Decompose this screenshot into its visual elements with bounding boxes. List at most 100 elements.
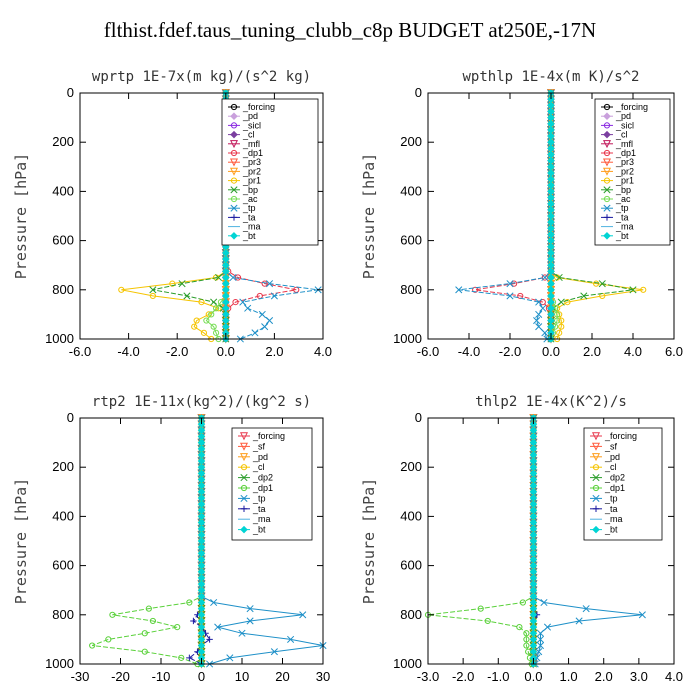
- x-tick-label: 4.0: [624, 344, 642, 359]
- data-point: [541, 273, 549, 282]
- y-tick-label: 800: [400, 282, 422, 297]
- legend-label: _pd: [604, 452, 620, 462]
- data-point: [232, 299, 239, 306]
- data-point: [536, 629, 545, 637]
- data-point: [210, 598, 218, 607]
- y-tick-label: 800: [52, 607, 74, 622]
- data-point: [149, 292, 156, 300]
- data-point: [523, 636, 530, 643]
- data-point: [539, 304, 547, 312]
- series-line: [92, 418, 202, 665]
- x-tick-label: 0.0: [524, 669, 542, 684]
- y-tick-label: 800: [52, 282, 74, 297]
- data-point: [206, 636, 213, 643]
- y-tick-label: 600: [52, 233, 74, 248]
- legend-label: _dp1: [604, 483, 625, 493]
- data-point: [239, 298, 247, 306]
- legend-marker: [240, 494, 248, 502]
- x-tick-label: -6.0: [417, 344, 439, 359]
- data-point: [582, 605, 590, 613]
- data-point: [536, 641, 545, 650]
- legend-label: _sicl: [242, 120, 261, 130]
- y-axis-label: Pressure [hPa]: [12, 478, 30, 604]
- legend-label: _dp1: [252, 483, 273, 493]
- legend-label: _tp: [615, 203, 629, 213]
- data-point: [193, 317, 200, 324]
- data-point: [214, 623, 222, 631]
- x-tick-label: 1.0: [560, 669, 578, 684]
- legend-label: _pr2: [242, 166, 261, 176]
- legend-marker: [239, 432, 249, 441]
- data-point: [543, 623, 552, 631]
- x-tick-label: -1.0: [487, 669, 509, 684]
- data-point: [118, 286, 125, 293]
- data-point: [598, 280, 606, 288]
- data-point: [109, 611, 116, 618]
- legend-label: _bt: [615, 231, 629, 241]
- legend-label: _mfl: [615, 139, 633, 149]
- legend-label: _bt: [242, 231, 256, 241]
- y-tick-label: 400: [52, 508, 74, 523]
- legend-marker: [239, 453, 249, 462]
- data-point: [640, 286, 647, 293]
- data-point: [149, 617, 156, 625]
- data-point: [141, 630, 148, 637]
- series-dp1: [472, 89, 555, 343]
- legend-label: _ma: [242, 222, 261, 232]
- legend-label: _sf: [604, 441, 618, 451]
- legend-label: _tp: [604, 493, 618, 503]
- data-point: [212, 329, 220, 336]
- legend-marker: [602, 167, 612, 176]
- data-point: [516, 624, 523, 631]
- legend-box: [221, 98, 319, 246]
- data-point: [287, 635, 295, 643]
- data-point: [214, 273, 223, 282]
- y-axis-label: Pressure [hPa]: [360, 153, 378, 279]
- legend-label: _ta: [604, 504, 618, 514]
- y-tick-label: 1000: [393, 656, 422, 671]
- data-point: [208, 311, 215, 318]
- y-tick-label: 800: [400, 607, 422, 622]
- data-point: [105, 636, 112, 643]
- legend-label: _ta: [242, 212, 256, 222]
- legend-label: _forcing: [252, 431, 285, 441]
- legend-marker: [603, 214, 611, 221]
- legend: _forcing_sf_pd_cl_dp2_dp1_tp_ta_ma_bt: [583, 427, 663, 541]
- legend-label: _dp1: [615, 148, 636, 158]
- chart-title: wpthlp 1E-4x(m K)/s^2: [462, 69, 639, 85]
- x-tick-label: 0.0: [542, 344, 560, 359]
- data-point: [186, 599, 193, 606]
- legend-marker: [230, 232, 238, 240]
- legend-marker: [230, 103, 238, 111]
- legend-marker: [591, 453, 601, 462]
- y-axis-label: Pressure [hPa]: [12, 153, 30, 279]
- x-tick-label: 0.0: [217, 344, 235, 359]
- data-point: [183, 292, 191, 300]
- data-point: [226, 654, 234, 662]
- data-point: [149, 286, 157, 294]
- y-tick-label: 600: [400, 558, 422, 573]
- data-point: [575, 617, 583, 625]
- x-tick-label: 2.0: [583, 344, 601, 359]
- legend-label: _forcing: [604, 431, 637, 441]
- data-point: [472, 286, 479, 293]
- legend-label: _ma: [615, 222, 634, 232]
- legend-label: _cl: [242, 130, 255, 140]
- legend-marker: [240, 474, 248, 482]
- data-point: [246, 605, 254, 613]
- legend-marker: [230, 204, 238, 212]
- series-line: [475, 93, 552, 339]
- legend-marker: [229, 140, 239, 149]
- data-point: [178, 280, 186, 288]
- legend-label: _pd: [242, 111, 258, 121]
- legend-label: _ma: [252, 514, 271, 524]
- legend-marker: [230, 122, 238, 129]
- x-tick-label: 30: [316, 669, 330, 684]
- data-point: [558, 317, 565, 324]
- chart-title: rtp2 1E-11x(kg^2)/(kg^2 s): [92, 394, 311, 410]
- series-dp1: [89, 414, 205, 668]
- data-point: [535, 648, 543, 656]
- legend-marker: [603, 177, 611, 184]
- data-point: [477, 605, 484, 612]
